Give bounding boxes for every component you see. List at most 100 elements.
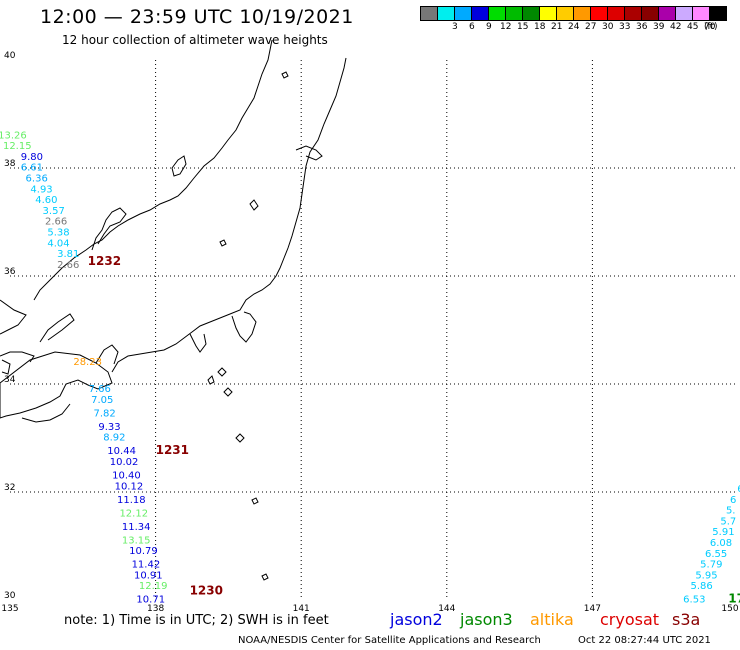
credit-line: NOAA/NESDIS Center for Satellite Applica…: [238, 635, 541, 646]
swh-value: 6.53: [683, 595, 705, 606]
island-sumisu: [251, 497, 259, 505]
island-torishima: [261, 573, 269, 581]
swh-value: 6.61: [21, 163, 43, 174]
swh-marks: 13.2612.159.806.616.364.934.603.572.665.…: [0, 130, 740, 605]
latitude-tick-label: 34: [4, 375, 16, 385]
color-legend: [420, 6, 727, 21]
swh-value: 11.18: [117, 495, 146, 506]
swh-value: 6.55: [705, 549, 727, 560]
latitude-tick-label: 32: [4, 483, 15, 493]
swh-value: 8.92: [103, 433, 125, 444]
swh-value: 2.66: [45, 217, 67, 228]
swh-value: 12.12: [119, 508, 148, 519]
swh-value: 11.34: [122, 522, 151, 533]
swh-value: 7.82: [94, 408, 116, 419]
swh-value: 5.38: [47, 228, 69, 239]
swh-value: 5.91: [712, 527, 734, 538]
satellite-cryosat: cryosat: [600, 610, 660, 629]
legend-label: 45: [687, 22, 699, 32]
swh-value: 3.81: [57, 249, 79, 260]
swh-value: 5.95: [695, 570, 717, 581]
longitude-tick-label: 141: [293, 604, 310, 614]
legend-unit: (ft): [704, 22, 718, 32]
swh-value: 3.57: [43, 206, 65, 217]
legend-label: 24: [568, 22, 580, 32]
coastline-japan-sea: [33, 39, 273, 301]
latitude-tick-label: 40: [4, 51, 16, 61]
island-inland-1: [249, 199, 259, 211]
coastline-kii-bay: [0, 351, 35, 363]
legend-swatch: [709, 6, 727, 21]
swh-value: 28.23: [73, 357, 102, 368]
legend-label: 18: [534, 22, 546, 32]
swh-value: 10.12: [115, 481, 144, 492]
island-oshima: [217, 367, 227, 377]
map-title: 12:00 — 23:59 UTC 10/19/2021: [40, 6, 354, 28]
longitude-tick-label: 150: [721, 604, 738, 614]
coastline-awaji: [1, 359, 11, 375]
coastline-sado: [171, 155, 187, 177]
satellite-altika: altika: [530, 610, 574, 629]
coastline-shikoku-edge: [21, 403, 71, 423]
swh-value: 5.7: [720, 516, 736, 527]
pass-time-label: 1230: [190, 584, 223, 598]
swh-value: 4.93: [30, 184, 52, 195]
swh-value: 10.91: [134, 570, 163, 581]
legend-label: 36: [636, 22, 648, 32]
legend-label: 42: [670, 22, 682, 32]
swh-value: 10.71: [136, 595, 165, 606]
generation-timestamp: Oct 22 08:27:44 UTC 2021: [578, 635, 711, 646]
longitude-tick-label: 138: [147, 604, 164, 614]
legend-label: 30: [602, 22, 614, 32]
swh-value: 7.05: [91, 395, 113, 406]
footer-note: note: 1) Time is in UTC; 2) SWH is in fe…: [64, 613, 329, 628]
latitude-tick-label: 38: [4, 159, 16, 169]
swh-value: 5.86: [690, 581, 712, 592]
swh-value: 6: [737, 484, 740, 495]
swh-value: 9.80: [21, 152, 43, 163]
coastline-kii-east: [39, 313, 75, 343]
swh-value: 2.66: [57, 260, 79, 271]
swh-value: 6: [730, 495, 736, 506]
legend-label: 15: [517, 22, 529, 32]
swh-value: 6.08: [710, 538, 732, 549]
swh-value: 4.04: [47, 238, 69, 249]
swh-value: 11.42: [132, 560, 161, 571]
swh-value: 7.66: [89, 384, 111, 395]
longitude-tick-label: 144: [438, 604, 455, 614]
coastline: [0, 39, 347, 581]
satellite-jason2: jason2: [390, 610, 443, 629]
island-inland-2: [219, 239, 227, 247]
swh-value: 13.15: [122, 535, 151, 546]
swh-value: 12.15: [3, 141, 32, 152]
latitude-tick-label: 36: [4, 267, 16, 277]
swh-value: 10.02: [110, 457, 139, 468]
swh-value: 4.60: [35, 195, 57, 206]
legend-label: 3: [452, 22, 458, 32]
axis-labels: 135 138 141 144 147 150 30 32 34 36 38 40: [1, 51, 738, 614]
legend-label: 39: [653, 22, 665, 32]
coastline-noto: [91, 207, 127, 251]
coastline-boso: [231, 311, 257, 343]
satellite-s3a: s3a: [672, 610, 701, 629]
coastline-matsushima: [295, 145, 323, 161]
swh-value: 13.26: [0, 130, 27, 141]
island-niijima: [207, 375, 215, 385]
swh-value: 6.36: [26, 174, 48, 185]
pass-time-label: 1232: [88, 254, 121, 268]
coastline-honshu: [0, 351, 113, 419]
island-hachijo: [235, 433, 245, 443]
legend-label: 33: [619, 22, 631, 32]
satellite-jason3: jason3: [460, 610, 513, 629]
legend-label: 27: [585, 22, 597, 32]
longitude-tick-label: 147: [584, 604, 601, 614]
swh-value: 5.: [726, 506, 736, 517]
coastline-pacific: [111, 57, 347, 373]
island-north: [281, 71, 289, 79]
pass-time-label: 17: [728, 592, 740, 606]
legend-label: 70: [704, 22, 716, 32]
legend-label: 12: [500, 22, 512, 32]
swh-value: 10.79: [129, 546, 158, 557]
legend-label: 6: [469, 22, 475, 32]
